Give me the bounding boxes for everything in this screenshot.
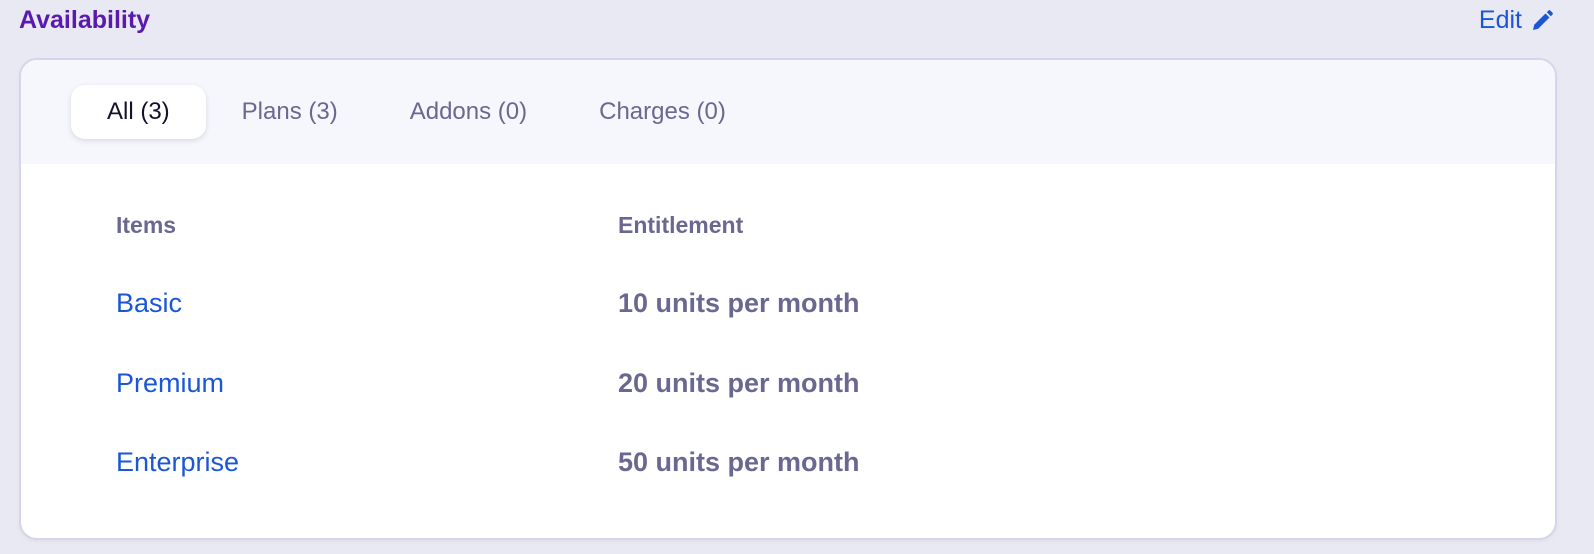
tab-all[interactable]: All (3) — [71, 85, 206, 139]
entitlement-value: 10 units per month — [618, 288, 860, 318]
edit-label: Edit — [1478, 6, 1522, 34]
edit-button[interactable]: Edit — [1479, 6, 1554, 35]
tab-charges[interactable]: Charges (0) — [599, 98, 726, 125]
entitlement-value: 20 units per month — [618, 368, 860, 398]
pencil-icon — [1533, 9, 1553, 30]
item-link-basic[interactable]: Basic — [116, 288, 183, 318]
item-link-enterprise[interactable]: Enterprise — [116, 447, 240, 477]
tab-bar: All (3) Plans (3) Addons (0) Charges (0) — [21, 60, 1555, 164]
entitlement-value: 50 units per month — [618, 447, 860, 477]
column-header-items: Items — [116, 212, 177, 238]
availability-card: All (3) Plans (3) Addons (0) Charges (0)… — [19, 58, 1557, 540]
column-header-entitlement: Entitlement — [618, 212, 744, 238]
tab-addons[interactable]: Addons (0) — [409, 98, 528, 125]
item-link-premium[interactable]: Premium — [116, 368, 225, 398]
section-title: Availability — [19, 6, 151, 34]
tab-plans[interactable]: Plans (3) — [241, 98, 338, 125]
